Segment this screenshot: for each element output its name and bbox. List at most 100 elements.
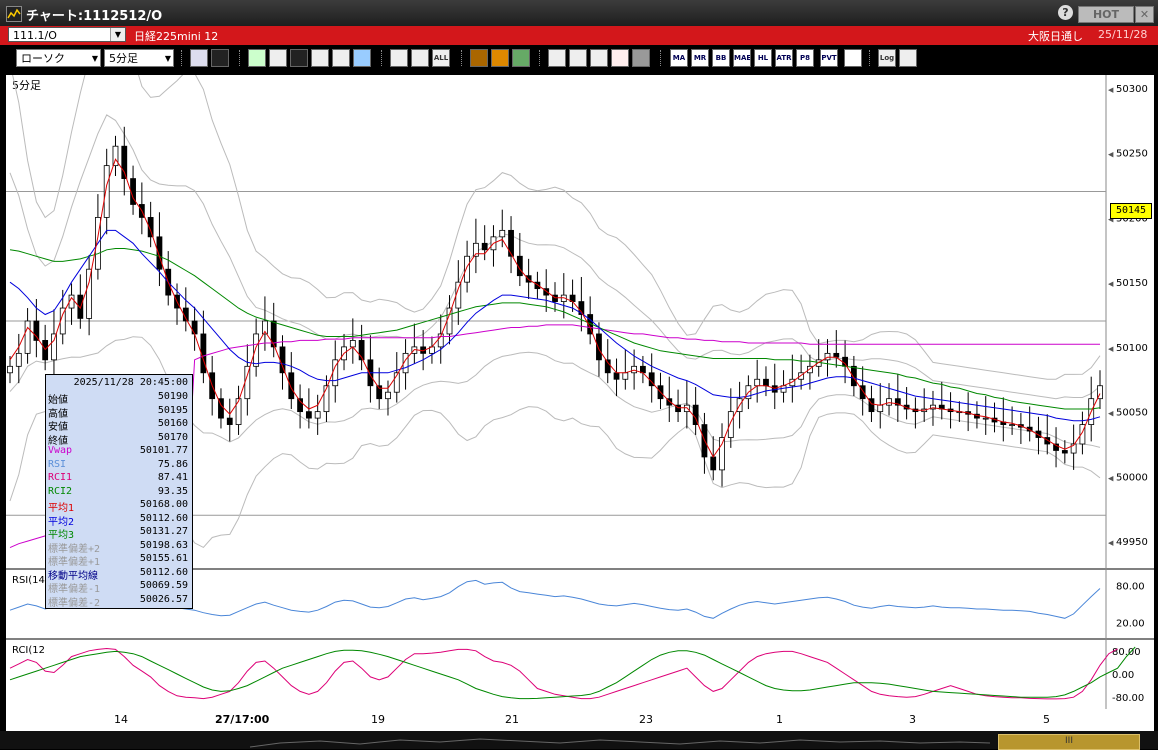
settings-icon[interactable] — [470, 49, 488, 67]
close-button[interactable]: ✕ — [1135, 6, 1154, 23]
tick-mark-icon: ◀ — [1108, 280, 1114, 288]
info-key: 平均2 — [48, 516, 75, 528]
ma-mid-line — [9, 229, 1101, 422]
tool-icon[interactable] — [491, 49, 509, 67]
info-row: RSI 75.86 — [46, 459, 192, 471]
instrument-name: 日経225mini 12 — [134, 30, 219, 43]
candle-body — [516, 255, 523, 277]
export-icon[interactable] — [899, 49, 917, 67]
candle-body — [262, 320, 268, 335]
download-icon[interactable] — [548, 49, 566, 67]
pvt-icon[interactable]: PVT — [820, 49, 838, 67]
candle-left-icon[interactable] — [390, 49, 408, 67]
cursor-icon[interactable] — [290, 49, 308, 67]
chart-type-select[interactable]: ローソク ▼ — [16, 49, 101, 67]
info-row: 安値 50160 — [46, 418, 192, 433]
candle-body — [112, 145, 119, 167]
y-tick-label: 50000 — [1116, 472, 1148, 483]
candle-body — [305, 411, 312, 419]
all-icon[interactable]: ALL — [432, 49, 450, 67]
candle-body — [868, 398, 875, 413]
candle-body — [156, 236, 163, 270]
candle-right-icon[interactable] — [411, 49, 429, 67]
ma-long-line — [9, 248, 1101, 410]
rsi-level-label: 80.00 — [1116, 581, 1145, 592]
color-icon[interactable] — [512, 49, 530, 67]
ma-icon[interactable]: MA — [670, 49, 688, 67]
info-value: 50195 — [157, 404, 188, 416]
candle-body — [464, 255, 470, 283]
candle-body — [763, 378, 769, 387]
candle-body — [824, 352, 831, 361]
info-key: 始値 — [48, 395, 68, 406]
magnify-icon[interactable] — [569, 49, 587, 67]
hot-button[interactable]: HOT — [1078, 6, 1134, 23]
info-value: 75.86 — [157, 458, 188, 470]
symbol-value: 111.1/O — [13, 29, 57, 42]
period-value: 5分足 — [109, 52, 138, 65]
candle-body — [323, 385, 330, 413]
x-label: 27/17:00 — [215, 713, 270, 726]
pb-icon[interactable]: P8 — [796, 49, 814, 67]
price-chart[interactable]: 50300◀50250◀50200◀50150◀50100◀50050◀5000… — [6, 75, 1154, 709]
symbol-input[interactable]: 111.1/O ▼ — [8, 27, 126, 42]
info-row: 標準偏差+2 50198.63 — [46, 540, 192, 555]
box-icon[interactable] — [844, 49, 862, 67]
candle-body — [543, 288, 550, 296]
candle-body — [402, 352, 409, 374]
rsi-line — [9, 579, 1101, 619]
candle-body — [51, 333, 57, 361]
mae-icon[interactable]: MAE — [733, 49, 751, 67]
candle-body — [481, 242, 488, 251]
info-row: 標準偏差-1 50069.59 — [46, 580, 192, 595]
info-row: 移動平均線 50112.60 — [46, 567, 192, 582]
candle-body — [534, 281, 541, 290]
note-icon[interactable] — [332, 49, 350, 67]
candle-body — [596, 333, 602, 361]
chart-area[interactable]: 50300◀50250◀50200◀50150◀50100◀50050◀5000… — [6, 75, 1154, 709]
crosshair-icon[interactable] — [211, 49, 229, 67]
log-icon[interactable]: Log — [878, 49, 896, 67]
candle-body — [930, 404, 936, 410]
candle-body — [103, 165, 110, 218]
atr-icon[interactable]: ATR — [775, 49, 793, 67]
compare-icon[interactable] — [590, 49, 608, 67]
info-row: 高値 50195 — [46, 404, 192, 420]
candle-body — [850, 365, 857, 387]
rci-level-label: -80.00 — [1112, 693, 1144, 704]
lock-icon[interactable] — [632, 49, 650, 67]
candle-body — [147, 217, 154, 238]
period-select[interactable]: 5分足 ▼ — [104, 49, 174, 67]
hl-icon[interactable]: HL — [754, 49, 772, 67]
toolbar-separator — [461, 50, 464, 66]
tick-mark-icon: ◀ — [1108, 345, 1114, 353]
info-value: 50168.00 — [139, 499, 188, 510]
y-tick-label: 50050 — [1116, 408, 1148, 419]
bollinger-band-line — [12, 75, 1101, 380]
toolbar-separator — [539, 50, 542, 66]
info-row: RCI2 93.35 — [46, 486, 192, 498]
scrollbar-thumb[interactable]: III — [998, 734, 1140, 750]
help-button[interactable]: ? — [1058, 5, 1073, 20]
bb-icon[interactable]: BB — [712, 49, 730, 67]
candle-body — [877, 404, 884, 413]
zoom-icon[interactable] — [190, 49, 208, 67]
toolbar-separator — [239, 50, 242, 66]
pen-icon[interactable] — [248, 49, 266, 67]
arrow-icon[interactable] — [311, 49, 329, 67]
candle-body — [7, 365, 13, 374]
line-icon[interactable] — [269, 49, 287, 67]
candle-body — [358, 340, 365, 361]
x-label: 19 — [371, 713, 385, 726]
signal-icon[interactable] — [611, 49, 629, 67]
mr-icon[interactable]: MR — [691, 49, 709, 67]
trash-icon[interactable] — [353, 49, 371, 67]
info-row: 平均3 50131.27 — [46, 526, 192, 541]
window-title: チャート:1112512/O — [26, 9, 163, 24]
horizontal-scrollbar[interactable]: III — [0, 731, 1158, 750]
rsi-label: RSI(14 — [12, 575, 45, 586]
candle-body — [121, 145, 128, 179]
candle-body — [253, 333, 260, 367]
toolbar: ローソク ▼ 5分足 ▼ ALL MA MR BB MAE HL ATR P8 PVT Log — [0, 45, 1158, 72]
chevron-down-icon[interactable]: ▼ — [110, 28, 125, 41]
